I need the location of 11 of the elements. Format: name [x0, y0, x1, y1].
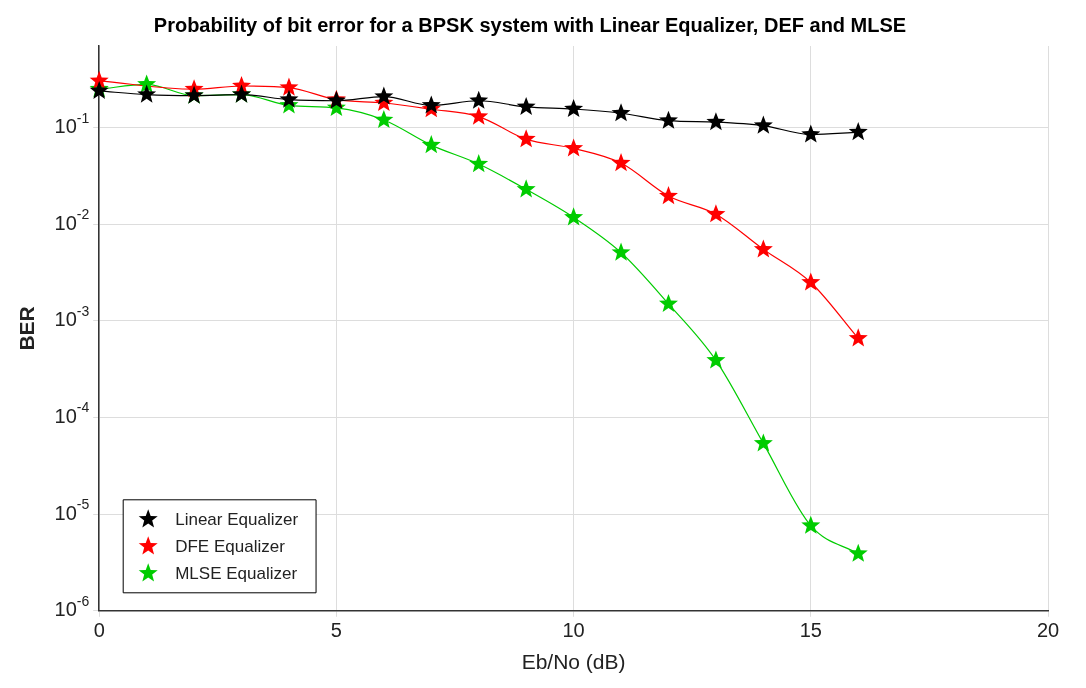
legend-label: DFE Equalizer	[175, 536, 286, 556]
x-tick-label: 15	[799, 619, 822, 642]
x-tick-label: 5	[330, 619, 342, 642]
x-tick-label: 10	[562, 619, 585, 642]
chart-title: Probability of bit error for a BPSK system with Linear Equalizer, DEF and MLSE	[153, 13, 907, 36]
legend-label: Linear Equalizer	[175, 509, 299, 529]
legend-label: MLSE Equalizer	[175, 563, 298, 583]
x-tick-label: 20	[1036, 619, 1060, 642]
x-tick-label: 0	[93, 619, 105, 642]
y-axis-title: BER	[15, 306, 39, 351]
x-axis-title: Eb/No (dB)	[521, 650, 626, 674]
